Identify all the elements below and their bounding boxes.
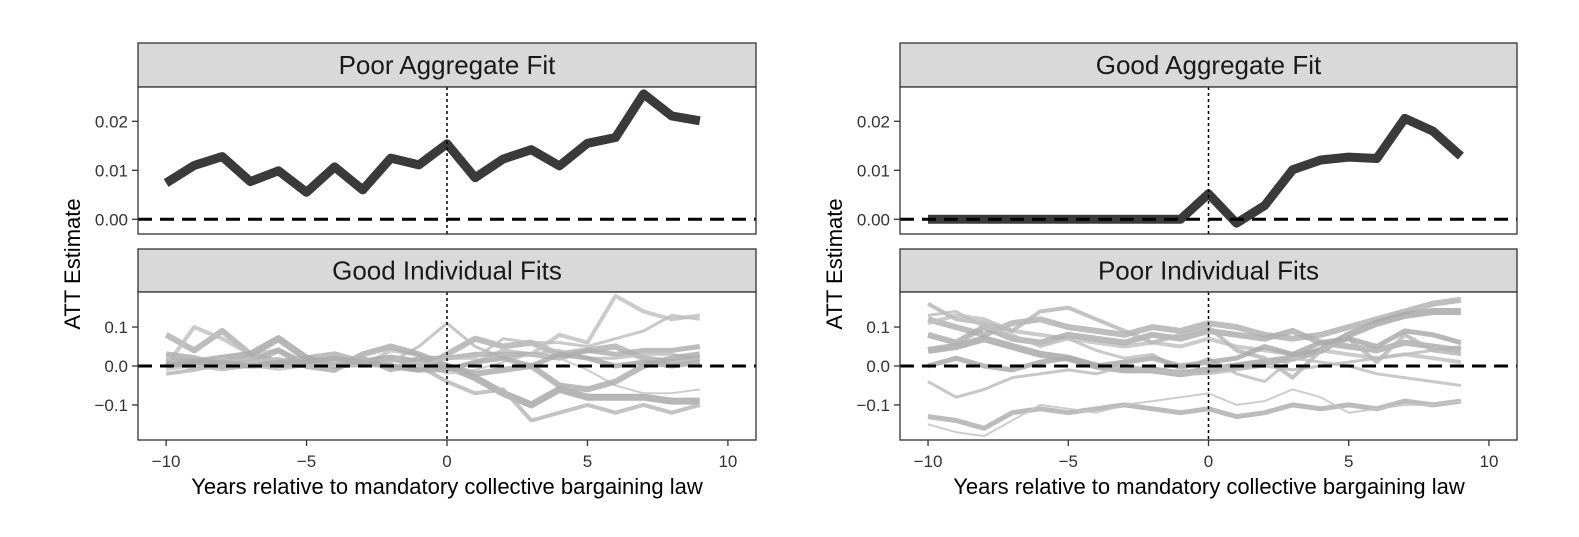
series-group bbox=[927, 296, 1462, 438]
y-tick-label: 0.1 bbox=[866, 318, 890, 337]
x-axis-label-right: Years relative to mandatory collective b… bbox=[953, 474, 1465, 499]
y-tick-label: 0.02 bbox=[857, 112, 890, 131]
strip-title: Poor Aggregate Fit bbox=[339, 50, 557, 80]
panel-good-aggregate-fit: Good Aggregate Fit 0.00 0.01 0.02 bbox=[857, 42, 1518, 235]
individual-series-line bbox=[165, 313, 701, 372]
x-tick-label: −5 bbox=[297, 452, 316, 471]
y-tick-label: 0.0 bbox=[104, 357, 128, 376]
plot-frame bbox=[137, 86, 757, 235]
series-group bbox=[163, 89, 701, 197]
x-tick-label: −5 bbox=[1059, 452, 1078, 471]
x-tick-label: 5 bbox=[1344, 452, 1353, 471]
y-tick-label: 0.01 bbox=[857, 161, 890, 180]
y-tick-label: 0.00 bbox=[95, 210, 128, 229]
x-tick-label: 0 bbox=[442, 452, 451, 471]
individual-series-line bbox=[927, 328, 1462, 373]
individual-series-line bbox=[927, 398, 1462, 431]
x-tick-label: 5 bbox=[583, 452, 592, 471]
plot-frame bbox=[899, 86, 1518, 235]
individual-series-line bbox=[927, 301, 1462, 380]
y-axis-label-left: ATT Estimate bbox=[60, 198, 85, 329]
x-tick-label: −10 bbox=[914, 452, 943, 471]
y-tick-label: 0.01 bbox=[95, 161, 128, 180]
y-tick-label: 0.00 bbox=[857, 210, 890, 229]
panel-poor-individual-fits: Poor Individual Fits −0.1 0.0 0.1 −10 −5 0 5 10 bbox=[856, 248, 1518, 471]
y-tick-label: −0.1 bbox=[94, 396, 128, 415]
right-facet-group: ATT Estimate Years relative to mandatory… bbox=[822, 42, 1518, 499]
individual-series-line bbox=[166, 335, 700, 409]
strip-title: Poor Individual Fits bbox=[1098, 256, 1319, 286]
x-tick-label: 10 bbox=[718, 452, 737, 471]
strip-header bbox=[899, 42, 1518, 88]
aggregate-series-line bbox=[163, 89, 701, 197]
strip-header bbox=[899, 248, 1518, 293]
individual-series-line bbox=[927, 388, 1462, 438]
individual-series-line bbox=[927, 308, 1461, 378]
individual-series-line bbox=[165, 356, 701, 423]
x-tick-label: −10 bbox=[152, 452, 181, 471]
x-tick-label: 10 bbox=[1479, 452, 1498, 471]
series-group bbox=[164, 293, 701, 423]
y-tick-label: 0.1 bbox=[104, 318, 128, 337]
x-axis-label-left: Years relative to mandatory collective b… bbox=[191, 474, 703, 499]
panel-poor-aggregate-fit: Poor Aggregate Fit 0.00 0.01 0.02 bbox=[95, 42, 757, 235]
strip-header bbox=[137, 42, 757, 88]
strip-title: Good Aggregate Fit bbox=[1096, 50, 1322, 80]
panel-good-individual-fits: Good Individual Fits −0.1 0.0 0.1 −10 −5 0 5 10 bbox=[94, 248, 757, 471]
individual-series-line bbox=[927, 296, 1462, 342]
y-tick-label: 0.0 bbox=[866, 357, 890, 376]
x-tick-label: 0 bbox=[1204, 452, 1213, 471]
strip-header bbox=[137, 248, 757, 293]
left-facet-group: ATT Estimate Years relative to mandatory… bbox=[60, 42, 757, 499]
y-tick-label: −0.1 bbox=[856, 396, 890, 415]
individual-series-line bbox=[927, 324, 1462, 354]
strip-title: Good Individual Fits bbox=[332, 256, 562, 286]
y-tick-label: 0.02 bbox=[95, 112, 128, 131]
y-axis-label-right: ATT Estimate bbox=[822, 198, 847, 329]
